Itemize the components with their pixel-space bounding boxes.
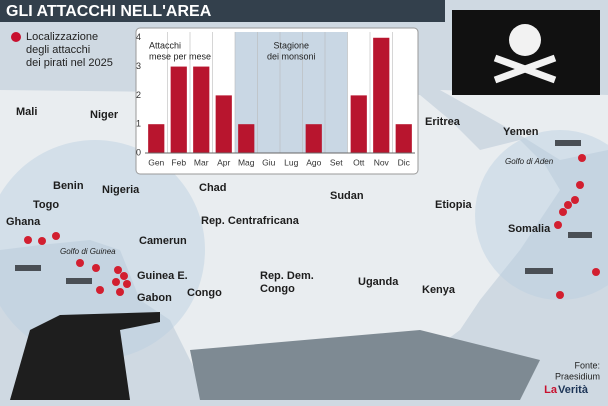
y-tick-label: 1 [136, 119, 141, 129]
y-axis-label: Attacchi [149, 40, 181, 50]
x-tick-label: Gen [148, 157, 164, 167]
country-label: Congo [260, 283, 295, 295]
map-labels: Mali Niger Eritrea Yemen Benin Nigeria Chad Sud… [6, 106, 600, 396]
country-label: Somalia [508, 223, 551, 235]
gulf-label: Golfo di Aden [505, 157, 554, 166]
legend-text: dei pirati nel 2025 [26, 57, 113, 69]
country-label: Yemen [503, 126, 539, 138]
country-label: Ghana [6, 216, 41, 228]
country-label: Etiopia [435, 199, 473, 211]
bar [148, 124, 165, 153]
risk-zone [0, 140, 205, 360]
x-tick-label: Mar [194, 157, 209, 167]
x-tick-label: Dic [398, 157, 411, 167]
bones [493, 54, 557, 84]
x-tick-label: Apr [217, 157, 230, 167]
pirate-silhouette [10, 312, 160, 400]
gulf-label: Golfo di Guinea [60, 247, 116, 256]
legend-text: Localizzazione [26, 31, 98, 43]
bar [193, 66, 210, 153]
bar [170, 66, 187, 153]
x-tick-label: Set [330, 157, 343, 167]
x-tick-label: Ott [353, 157, 365, 167]
annotation: Stagione [273, 40, 309, 50]
chart: 0 1 2 3 4 Gen Feb Mar Apr Mag Giu Lug Ago Set Ott Nov Di… [136, 32, 415, 167]
country-label: Niger [90, 109, 119, 121]
country-label: Chad [199, 182, 227, 194]
country-label: Rep. Dem. [260, 270, 314, 282]
country-label: Mali [16, 106, 37, 118]
source: Praesidium [555, 371, 600, 381]
bar [215, 95, 232, 153]
y-tick-label: 0 [136, 147, 141, 157]
country-label: Benin [53, 180, 84, 192]
country-label: Togo [33, 199, 59, 211]
brand: La [544, 384, 558, 396]
x-tick-label: Feb [171, 157, 186, 167]
bar [238, 124, 255, 153]
title-bar [0, 0, 445, 22]
country-label: Nigeria [102, 184, 140, 196]
country-label: Rep. Centrafricana [201, 215, 300, 227]
country-label: Uganda [358, 276, 399, 288]
ships [15, 140, 592, 284]
skull [509, 24, 541, 56]
x-tick-label: Lug [284, 157, 298, 167]
y-tick-label: 2 [136, 90, 141, 100]
title: GLI ATTACCHI NELL'AREA [6, 3, 212, 20]
country-label: Gabon [137, 292, 172, 304]
annotation: dei monsoni [267, 51, 316, 61]
country-label: Sudan [330, 190, 364, 202]
x-tick-label: Nov [374, 157, 390, 167]
y-tick-label: 3 [136, 61, 141, 71]
x-tick-label: Giu [262, 157, 276, 167]
bar [395, 124, 412, 153]
source: Fonte: [574, 360, 600, 370]
brand: Verità [558, 384, 589, 396]
country-label: Kenya [422, 284, 456, 296]
country-label: Congo [187, 287, 222, 299]
bar [350, 95, 367, 153]
y-tick-label: 4 [136, 32, 141, 42]
legend-dot [11, 32, 21, 42]
x-tick-label: Ago [306, 157, 321, 167]
country-label: Camerun [139, 235, 187, 247]
y-axis-label: mese per mese [149, 51, 211, 61]
bar [305, 124, 322, 153]
legend-text: degli attacchi [26, 44, 90, 56]
attack-dots [24, 154, 600, 299]
bar [373, 37, 390, 154]
photo-boats [190, 330, 540, 400]
country-label: Eritrea [425, 116, 461, 128]
country-label: Guinea E. [137, 270, 188, 282]
x-tick-label: Mag [238, 157, 255, 167]
risk-zone [475, 130, 608, 300]
